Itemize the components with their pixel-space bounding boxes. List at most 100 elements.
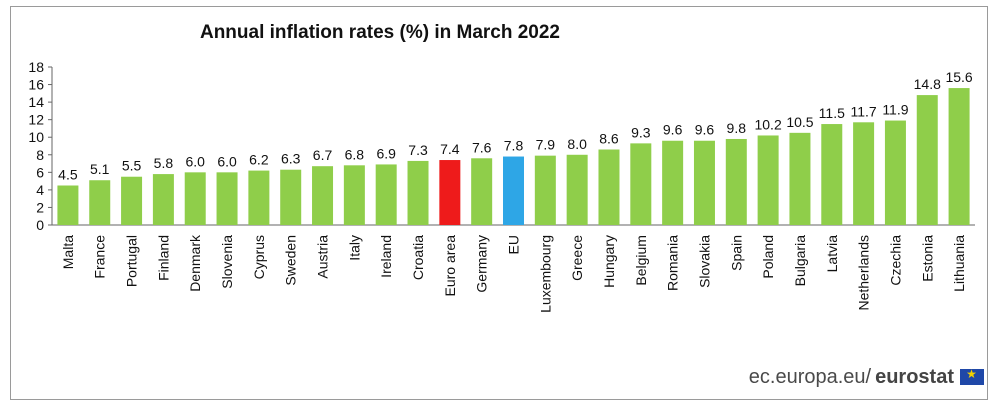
value-label: 5.8 bbox=[154, 155, 174, 171]
bar-romania bbox=[662, 140, 684, 225]
value-label: 5.5 bbox=[122, 158, 142, 174]
bar-portugal bbox=[121, 176, 143, 225]
value-label: 14.8 bbox=[914, 76, 941, 92]
value-label: 6.0 bbox=[185, 153, 205, 169]
bar-luxembourg bbox=[534, 155, 556, 225]
x-tick-label: Romania bbox=[665, 235, 681, 291]
x-tick-label: Netherlands bbox=[856, 235, 872, 311]
bar-slovenia bbox=[216, 172, 238, 225]
x-tick-label: Austria bbox=[315, 235, 331, 279]
x-tick-label: Slovakia bbox=[696, 235, 712, 288]
bar-netherlands bbox=[853, 122, 875, 225]
x-tick-label: Greece bbox=[569, 235, 585, 281]
value-label: 4.5 bbox=[58, 167, 78, 183]
bar-slovakia bbox=[693, 140, 715, 225]
bar-greece bbox=[566, 154, 588, 225]
x-tick-label: EU bbox=[506, 235, 522, 254]
x-tick-label: Estonia bbox=[919, 235, 935, 282]
value-label: 11.7 bbox=[850, 103, 876, 119]
chart-title: Annual inflation rates (%) in March 2022 bbox=[199, 22, 561, 43]
x-tick-labels: Malta France Portugal Finland Denmark Sloveni… bbox=[60, 234, 967, 313]
bar-euro-area bbox=[439, 160, 461, 225]
value-label: 7.4 bbox=[440, 141, 460, 157]
value-label: 6.0 bbox=[217, 153, 237, 169]
value-label: 7.9 bbox=[536, 137, 556, 153]
x-tick-label: Luxembourg bbox=[537, 235, 553, 313]
bar-france bbox=[89, 180, 111, 225]
y-tick-label: 4 bbox=[36, 182, 44, 198]
value-label: 11.9 bbox=[882, 102, 908, 118]
value-label: 6.9 bbox=[376, 145, 396, 161]
bar-estonia bbox=[916, 95, 938, 225]
value-label: 6.7 bbox=[313, 147, 333, 163]
bar-austria bbox=[312, 166, 334, 225]
value-label: 5.1 bbox=[90, 161, 110, 177]
y-tick-label: 8 bbox=[36, 147, 44, 163]
x-tick-label: Belgium bbox=[633, 235, 649, 286]
value-label: 7.3 bbox=[408, 142, 428, 158]
x-tick-label: Italy bbox=[346, 235, 362, 261]
y-tick-label: 14 bbox=[28, 94, 44, 110]
x-tick-label: Sweden bbox=[283, 235, 299, 286]
y-tick-label: 10 bbox=[28, 129, 44, 145]
x-tick-label: France bbox=[92, 235, 108, 279]
bar-cyprus bbox=[248, 170, 270, 225]
value-label: 10.5 bbox=[786, 114, 813, 130]
x-tick-label: Spain bbox=[728, 235, 744, 271]
x-tick-label: Latvia bbox=[824, 235, 840, 273]
bars bbox=[57, 88, 970, 225]
x-tick-label: Czechia bbox=[887, 235, 903, 286]
value-label: 8.0 bbox=[567, 136, 587, 152]
value-label: 9.3 bbox=[631, 124, 651, 140]
x-tick-label: Cyprus bbox=[251, 235, 267, 279]
value-label: 11.5 bbox=[819, 105, 845, 121]
x-tick-label: Euro area bbox=[442, 235, 458, 297]
y-tick-label: 6 bbox=[36, 164, 44, 180]
x-tick-label: Malta bbox=[60, 235, 76, 269]
value-label: 7.8 bbox=[504, 138, 524, 154]
bar-germany bbox=[471, 158, 493, 225]
value-label: 6.2 bbox=[249, 152, 269, 168]
footer-brand: eurostat bbox=[875, 365, 954, 388]
x-tick-label: Bulgaria bbox=[792, 235, 808, 287]
bar-bulgaria bbox=[789, 132, 811, 225]
x-tick-label: Lithuania bbox=[951, 235, 967, 292]
x-tick-label: Germany bbox=[474, 235, 490, 293]
bar-hungary bbox=[598, 149, 620, 225]
value-label: 10.2 bbox=[754, 116, 781, 132]
value-label: 9.6 bbox=[663, 122, 683, 138]
bar-latvia bbox=[821, 124, 843, 225]
value-label: 9.8 bbox=[727, 120, 747, 136]
bar-belgium bbox=[630, 143, 652, 225]
value-label: 9.6 bbox=[695, 122, 715, 138]
x-tick-label: Portugal bbox=[124, 235, 140, 287]
x-tick-label: Slovenia bbox=[219, 235, 235, 289]
bar-croatia bbox=[407, 160, 429, 225]
x-tick-label: Croatia bbox=[410, 235, 426, 280]
bar-malta bbox=[57, 185, 79, 225]
y-tick-label: 18 bbox=[28, 59, 44, 75]
bar-finland bbox=[152, 174, 174, 225]
y-tick-label: 12 bbox=[28, 112, 44, 128]
value-label: 7.6 bbox=[472, 139, 492, 155]
bar-spain bbox=[725, 138, 747, 225]
value-label: 8.6 bbox=[599, 131, 619, 147]
value-label: 6.8 bbox=[345, 146, 365, 162]
footer-attribution: ec.europa.eu/eurostat bbox=[749, 366, 984, 388]
footer-site: ec.europa.eu/ bbox=[748, 365, 872, 388]
y-tick-label: 2 bbox=[36, 199, 44, 215]
y-tick-label: 0 bbox=[36, 217, 44, 233]
eu-flag-icon bbox=[960, 367, 984, 385]
bar-eu bbox=[503, 156, 524, 225]
bar-lithuania bbox=[948, 88, 970, 225]
x-tick-label: Ireland bbox=[378, 235, 394, 278]
bar-czechia bbox=[884, 120, 906, 225]
bar-sweden bbox=[280, 169, 302, 225]
x-tick-label: Finland bbox=[155, 235, 171, 281]
y-tick-label: 16 bbox=[28, 77, 44, 93]
x-tick-label: Hungary bbox=[601, 235, 617, 288]
value-labels: 4.5 5.1 5.5 5.8 6.0 6.0 6.2 6.3 6.7 6.8 6.9 7.3 7.4 7… bbox=[58, 69, 973, 182]
bar-poland bbox=[757, 135, 779, 225]
